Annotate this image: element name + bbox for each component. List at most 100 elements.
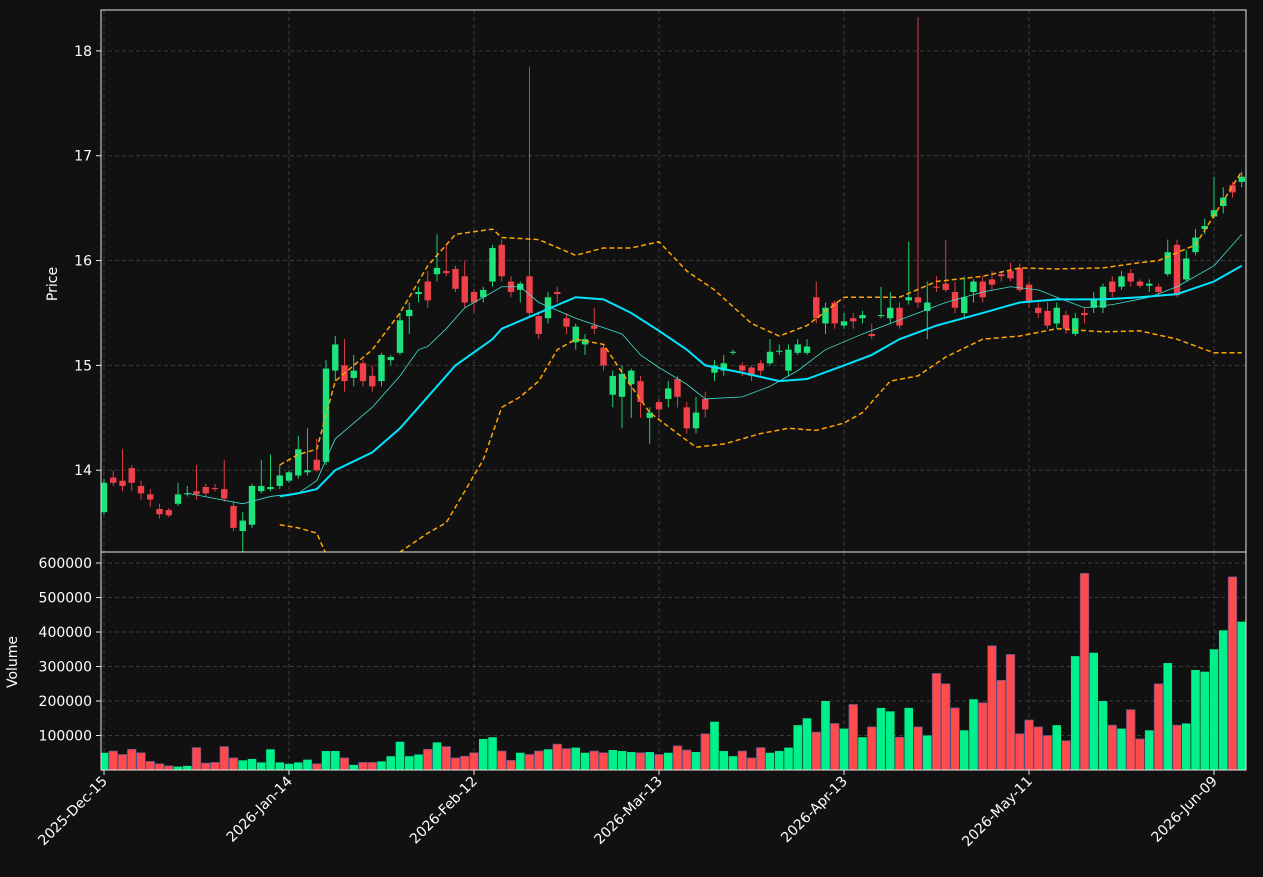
- volume-bar: [672, 745, 683, 770]
- volume-bar: [885, 711, 895, 770]
- volume-bar: [414, 754, 423, 770]
- volume-bar: [978, 702, 988, 770]
- candle-body: [1007, 271, 1014, 279]
- candle-body: [961, 297, 968, 313]
- candle-body: [785, 349, 792, 371]
- volume-bar: [395, 741, 405, 770]
- volume-bar: [756, 747, 766, 770]
- candle-body: [101, 482, 108, 513]
- candle-body: [581, 339, 589, 345]
- volume-bar: [377, 761, 386, 770]
- volume-bar: [101, 752, 109, 770]
- volume-bar: [386, 756, 396, 770]
- candle-body: [480, 289, 487, 298]
- candle-body: [221, 489, 228, 499]
- candle-body: [924, 302, 931, 311]
- candle-body: [406, 309, 413, 317]
- y-tick-label: 500000: [39, 591, 92, 607]
- candle-body: [776, 350, 783, 352]
- volume-bar: [913, 726, 923, 770]
- candle-body: [378, 354, 385, 382]
- volume-bar: [941, 683, 951, 770]
- volume-bar: [339, 757, 350, 770]
- volume-bar: [182, 765, 192, 770]
- volume-bar: [635, 752, 646, 770]
- volume-bar: [1052, 725, 1062, 770]
- volume-bar: [441, 746, 451, 770]
- y-tick-label: 14: [74, 463, 92, 479]
- volume-bar: [330, 751, 340, 770]
- candle-body: [202, 487, 209, 494]
- volume-bar: [210, 762, 220, 770]
- candle-body: [544, 297, 552, 319]
- candle-body: [248, 485, 256, 525]
- candle-body: [729, 351, 737, 353]
- volume-bar: [469, 752, 479, 770]
- candle-body: [387, 357, 394, 361]
- candle-body: [1035, 307, 1042, 313]
- candle-body: [988, 279, 996, 285]
- candle-body: [174, 494, 182, 504]
- volume-bar: [1098, 701, 1108, 770]
- candle-body: [369, 375, 376, 387]
- candle-body: [535, 316, 542, 334]
- overlay-line: [279, 171, 1243, 466]
- candle-body: [1229, 185, 1236, 193]
- volume-bar: [154, 763, 165, 770]
- volume-bar: [580, 752, 590, 770]
- volume-bar: [746, 757, 757, 770]
- volume-bar: [1117, 728, 1126, 770]
- volume-bar: [247, 758, 257, 770]
- volume-bar: [293, 762, 303, 770]
- overlay-line: [279, 327, 1242, 552]
- volume-bar: [1135, 738, 1145, 770]
- volume-bar: [876, 707, 886, 770]
- volume-bar: [488, 737, 497, 770]
- volume-bar: [201, 762, 211, 770]
- candle-body: [359, 363, 367, 382]
- volume-bar: [117, 754, 128, 770]
- candle-body: [211, 488, 219, 490]
- volume-bar: [1024, 719, 1034, 770]
- candle-body: [998, 274, 1005, 277]
- candle-body: [230, 505, 237, 528]
- volume-bar: [136, 752, 146, 770]
- candle-body: [165, 510, 172, 516]
- candle-body: [794, 344, 801, 353]
- volume-bar: [321, 751, 331, 770]
- y-axis-label: Price: [45, 267, 61, 301]
- candle-body: [757, 363, 764, 371]
- volume-bar: [515, 752, 525, 770]
- volume-bar: [173, 766, 183, 770]
- candle-body: [766, 351, 774, 364]
- y-tick-label: 600000: [39, 556, 92, 572]
- volume-bar: [423, 748, 433, 770]
- candle-body: [313, 459, 320, 471]
- volume-bar: [1070, 656, 1080, 770]
- candle-body: [739, 365, 746, 371]
- candle-body: [1118, 276, 1125, 287]
- volume-bar: [524, 754, 535, 770]
- candle-body: [1016, 267, 1023, 290]
- candle-body: [905, 297, 912, 301]
- candle-body: [1238, 176, 1245, 182]
- volume-bar: [1237, 621, 1246, 770]
- candle-body: [1155, 286, 1162, 293]
- volume-bar: [811, 731, 821, 770]
- volume-bar: [1005, 654, 1016, 770]
- volume-bar: [303, 759, 312, 770]
- volume-bar: [737, 750, 747, 770]
- volume-bar: [784, 747, 793, 770]
- candle-body: [295, 449, 302, 476]
- candle-body: [850, 318, 857, 322]
- candle-body: [1099, 286, 1107, 308]
- volume-bar: [931, 673, 942, 770]
- volume-bar: [312, 763, 322, 770]
- volume-bar: [238, 760, 248, 770]
- candle-body: [674, 379, 681, 397]
- candle-body: [887, 307, 894, 319]
- volume-bar: [349, 764, 359, 770]
- volume-bar: [1163, 663, 1173, 770]
- candle-body: [609, 375, 616, 395]
- volume-bar: [164, 765, 174, 770]
